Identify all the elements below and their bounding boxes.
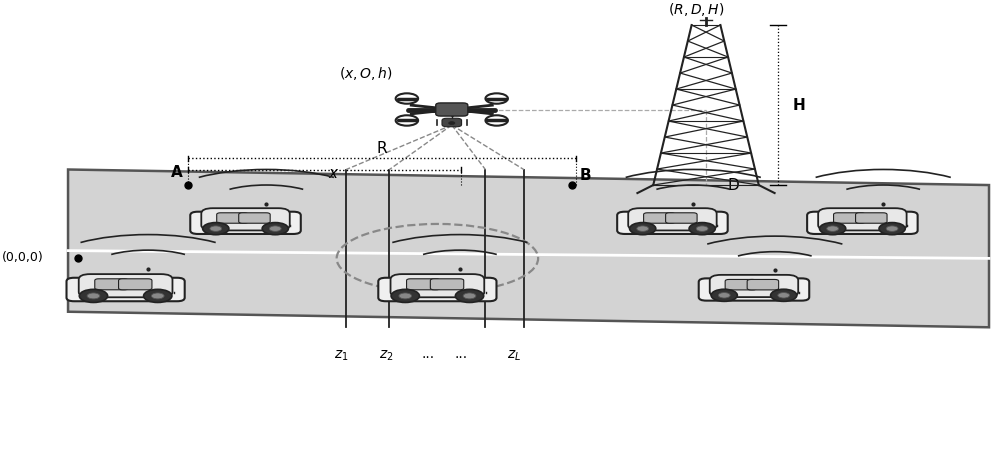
FancyBboxPatch shape xyxy=(617,212,728,234)
FancyBboxPatch shape xyxy=(699,279,809,301)
Circle shape xyxy=(820,223,846,235)
FancyBboxPatch shape xyxy=(747,280,779,290)
Circle shape xyxy=(778,292,790,298)
Text: A: A xyxy=(171,165,182,180)
Circle shape xyxy=(455,289,484,303)
Circle shape xyxy=(637,226,649,231)
Circle shape xyxy=(449,122,455,125)
FancyBboxPatch shape xyxy=(666,213,697,223)
Circle shape xyxy=(696,226,708,231)
FancyBboxPatch shape xyxy=(239,213,270,223)
Text: (0,0,0): (0,0,0) xyxy=(2,250,44,264)
Circle shape xyxy=(144,289,172,303)
Text: R: R xyxy=(377,140,388,156)
FancyBboxPatch shape xyxy=(407,279,440,290)
Text: ...: ... xyxy=(455,347,468,361)
FancyBboxPatch shape xyxy=(95,279,128,290)
FancyBboxPatch shape xyxy=(856,213,887,223)
FancyBboxPatch shape xyxy=(67,278,185,301)
Circle shape xyxy=(689,223,715,235)
Circle shape xyxy=(399,293,412,299)
FancyBboxPatch shape xyxy=(79,274,172,297)
FancyBboxPatch shape xyxy=(710,275,798,297)
Circle shape xyxy=(203,223,229,235)
Circle shape xyxy=(718,292,730,298)
Text: H: H xyxy=(792,97,805,113)
Circle shape xyxy=(151,293,164,299)
Circle shape xyxy=(879,223,905,235)
FancyBboxPatch shape xyxy=(818,208,907,231)
FancyBboxPatch shape xyxy=(201,208,290,231)
FancyBboxPatch shape xyxy=(725,280,757,290)
Circle shape xyxy=(827,226,839,231)
FancyBboxPatch shape xyxy=(807,212,918,234)
Text: $x$: $x$ xyxy=(328,166,340,182)
Polygon shape xyxy=(68,170,989,327)
Text: ...: ... xyxy=(421,347,434,361)
FancyBboxPatch shape xyxy=(190,212,301,234)
Circle shape xyxy=(463,293,476,299)
FancyBboxPatch shape xyxy=(430,279,464,290)
Text: $z_2$: $z_2$ xyxy=(379,348,394,363)
Circle shape xyxy=(262,223,288,235)
Text: $z_1$: $z_1$ xyxy=(334,348,349,363)
Circle shape xyxy=(269,226,281,231)
Circle shape xyxy=(87,293,100,299)
FancyBboxPatch shape xyxy=(628,208,717,231)
Circle shape xyxy=(210,226,222,231)
FancyBboxPatch shape xyxy=(378,278,496,301)
Circle shape xyxy=(771,289,797,301)
Circle shape xyxy=(886,226,898,231)
Text: D: D xyxy=(727,177,739,193)
FancyBboxPatch shape xyxy=(834,213,865,223)
Text: $z_L$: $z_L$ xyxy=(507,348,521,363)
FancyBboxPatch shape xyxy=(644,213,675,223)
Circle shape xyxy=(630,223,656,235)
Circle shape xyxy=(391,289,419,303)
FancyBboxPatch shape xyxy=(442,118,462,127)
Circle shape xyxy=(711,289,737,301)
FancyBboxPatch shape xyxy=(391,274,484,297)
Text: $(x, O, h)$: $(x, O, h)$ xyxy=(339,66,392,82)
Circle shape xyxy=(79,289,108,303)
Text: B: B xyxy=(579,168,591,183)
FancyBboxPatch shape xyxy=(436,103,468,116)
FancyBboxPatch shape xyxy=(119,279,152,290)
FancyBboxPatch shape xyxy=(217,213,248,223)
Text: $(R, D, H)$: $(R, D, H)$ xyxy=(668,1,725,18)
